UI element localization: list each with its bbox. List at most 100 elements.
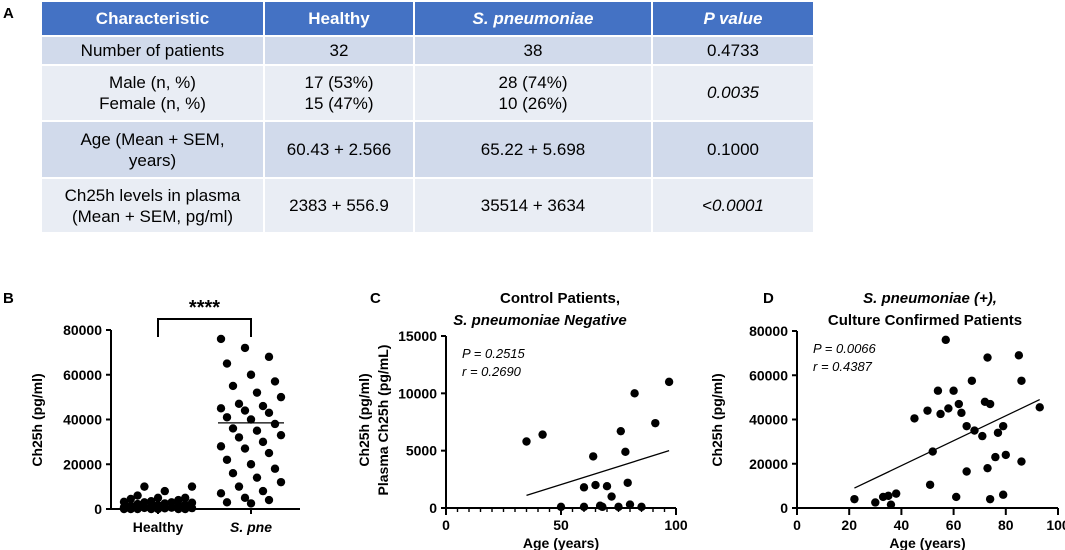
cell-p: <0.0001 bbox=[651, 177, 815, 234]
data-point bbox=[252, 388, 262, 397]
trend-line bbox=[526, 450, 670, 497]
data-point bbox=[126, 494, 135, 504]
data-point bbox=[167, 498, 176, 507]
x-tick-label: 100 bbox=[664, 517, 688, 533]
data-point bbox=[910, 414, 919, 423]
data-point bbox=[1035, 403, 1044, 412]
data-point bbox=[985, 399, 995, 409]
y-axis-label-2: Plasma Ch25h (pg/mL) bbox=[375, 345, 391, 496]
cell-char: Male (n, %) Female (n, %) bbox=[40, 64, 265, 122]
data-point bbox=[923, 406, 932, 415]
table-row: Age (Mean + SEM, years) 60.43 + 2.566 65… bbox=[40, 120, 815, 179]
data-point bbox=[140, 498, 149, 507]
data-point bbox=[1017, 376, 1026, 385]
cell-spne: 35514 + 3634 bbox=[413, 177, 653, 234]
y-tick-label: 40000 bbox=[749, 412, 788, 428]
data-point bbox=[276, 392, 286, 402]
significance-stars: **** bbox=[189, 297, 220, 319]
data-point bbox=[140, 482, 149, 491]
y-tick-label: 0 bbox=[429, 500, 437, 516]
data-point bbox=[187, 482, 197, 491]
data-point bbox=[625, 500, 635, 509]
chart-title-line2: Culture Confirmed Patients bbox=[828, 312, 1022, 329]
data-point bbox=[985, 494, 995, 504]
cell-line: 10 (26%) bbox=[498, 94, 568, 113]
cell-p: 0.4733 bbox=[651, 35, 815, 66]
cell-healthy: 2383 + 556.9 bbox=[263, 177, 415, 234]
data-point bbox=[983, 353, 992, 362]
data-point bbox=[240, 444, 250, 453]
r-value-annotation: r = 0.4387 bbox=[813, 359, 873, 374]
data-point bbox=[153, 493, 163, 503]
panel-label-c: C bbox=[370, 290, 381, 307]
y-tick-label: 10000 bbox=[398, 385, 437, 401]
data-point bbox=[258, 486, 268, 496]
trend-line bbox=[854, 399, 1041, 489]
data-point bbox=[234, 399, 244, 409]
y-axis-label: Ch25h (pg/ml) bbox=[29, 373, 45, 466]
data-point bbox=[936, 409, 945, 419]
r-value-annotation: r = 0.2690 bbox=[462, 364, 522, 379]
chart-title-line1: S. pneumoniae (+), bbox=[863, 290, 997, 307]
data-point bbox=[222, 498, 232, 507]
significance-bracket bbox=[157, 318, 252, 337]
cell-line: (Mean + SEM, pg/ml) bbox=[71, 206, 234, 226]
x-axis-label: Age (years) bbox=[889, 535, 965, 550]
cell-line: 15 (47%) bbox=[304, 94, 374, 113]
data-point bbox=[607, 492, 616, 501]
data-point bbox=[850, 494, 859, 504]
cell-line: 28 (74%) bbox=[498, 73, 568, 92]
y-tick-label: 0 bbox=[780, 500, 788, 516]
data-point bbox=[944, 404, 953, 413]
data-point bbox=[954, 399, 964, 409]
p-value-annotation: P = 0.0066 bbox=[813, 341, 877, 356]
data-point bbox=[1017, 457, 1026, 466]
data-point bbox=[884, 491, 893, 501]
data-point bbox=[270, 377, 280, 386]
data-point bbox=[967, 376, 977, 385]
x-tick-label: Healthy bbox=[133, 519, 184, 535]
cell-healthy: 60.43 + 2.566 bbox=[263, 120, 415, 179]
data-point bbox=[998, 421, 1008, 431]
data-point bbox=[174, 495, 183, 505]
data-point bbox=[228, 381, 238, 391]
data-point bbox=[246, 460, 256, 469]
data-point bbox=[871, 498, 880, 507]
cell-healthy: 17 (53%) 15 (47%) bbox=[263, 64, 415, 122]
data-point bbox=[993, 428, 1003, 437]
cell-char: Age (Mean + SEM, years) bbox=[40, 120, 265, 179]
data-point bbox=[252, 426, 262, 435]
table-header-row: Characteristic Healthy S. pneumoniae P v… bbox=[40, 0, 815, 37]
data-point bbox=[522, 437, 531, 446]
data-point bbox=[591, 480, 600, 490]
chart-title-line1: Control Patients, bbox=[500, 290, 620, 307]
table-row: Male (n, %) Female (n, %) 17 (53%) 15 (4… bbox=[40, 64, 815, 122]
data-point bbox=[602, 482, 612, 491]
data-point bbox=[234, 482, 244, 491]
data-point bbox=[187, 498, 197, 507]
x-tick-label: 60 bbox=[946, 517, 962, 533]
header-s-pneumoniae: S. pneumoniae bbox=[413, 0, 653, 37]
data-point bbox=[133, 491, 142, 500]
data-point bbox=[978, 431, 987, 441]
data-point bbox=[270, 419, 280, 429]
cell-line: Female (n, %) bbox=[99, 94, 206, 113]
panel-label-a: A bbox=[3, 5, 14, 22]
data-point bbox=[222, 359, 232, 368]
data-point bbox=[228, 424, 238, 433]
cell-spne: 28 (74%) 10 (26%) bbox=[413, 64, 653, 122]
cell-char: Ch25h levels in plasma (Mean + SEM, pg/m… bbox=[40, 177, 265, 234]
cell-char: Number of patients bbox=[40, 35, 265, 66]
data-point bbox=[264, 408, 274, 417]
data-point bbox=[962, 421, 971, 431]
data-point bbox=[246, 415, 256, 424]
data-point bbox=[998, 490, 1008, 499]
data-point bbox=[276, 477, 286, 487]
data-point bbox=[933, 386, 943, 395]
y-tick-label: 80000 bbox=[749, 323, 788, 339]
data-point bbox=[222, 455, 232, 464]
x-tick-label: 40 bbox=[894, 517, 910, 533]
cell-spne: 38 bbox=[413, 35, 653, 66]
y-tick-label: 20000 bbox=[63, 456, 102, 472]
